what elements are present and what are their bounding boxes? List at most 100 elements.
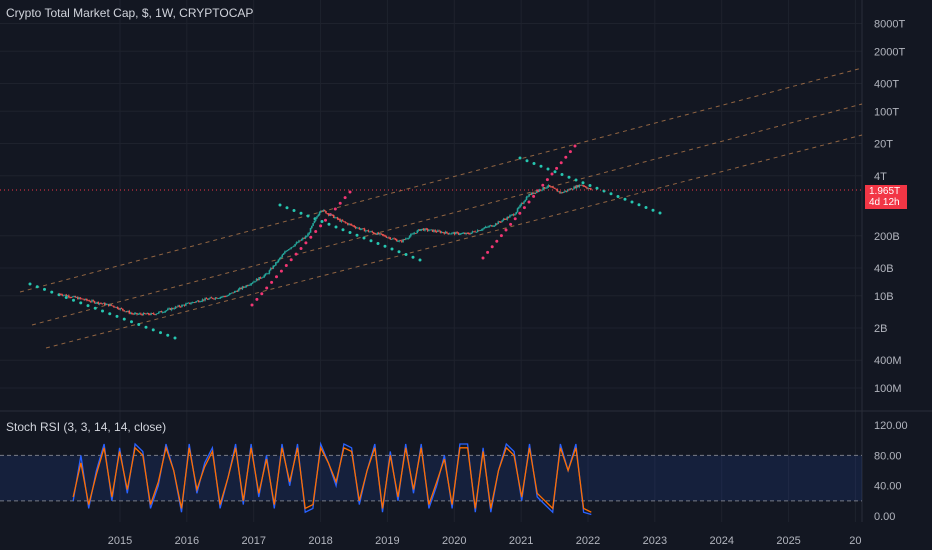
candle-body — [309, 228, 312, 233]
candle-body — [208, 298, 210, 300]
candle-body — [70, 297, 73, 299]
candle-body — [482, 228, 484, 230]
candle-body — [438, 230, 440, 232]
candle-body — [330, 214, 332, 216]
candle-body — [110, 304, 113, 306]
candle-body — [228, 293, 231, 296]
candle-body — [98, 303, 101, 305]
candle-body — [226, 295, 228, 297]
candle-body — [444, 231, 447, 234]
candle-body — [362, 228, 365, 230]
x-tick-label: 2017 — [241, 535, 265, 547]
stoch-tick-label: 120.00 — [874, 420, 908, 432]
candle-body — [253, 281, 255, 283]
candle-body — [433, 230, 435, 232]
candle-body — [230, 293, 232, 294]
trend-dot — [278, 203, 282, 207]
candle-body — [563, 191, 565, 193]
candle-body — [461, 233, 464, 235]
candle-body — [588, 188, 591, 190]
candle-body — [327, 213, 330, 216]
candle-body — [293, 246, 295, 247]
candle-body — [109, 304, 111, 307]
trend-dot — [518, 211, 522, 215]
candle-body — [552, 187, 555, 189]
candle-body — [412, 233, 415, 235]
candle-body — [317, 214, 320, 217]
price-axis[interactable]: 8000T 2000T 400T 100T 20T 4T 200B 40B 10B 2B 400M 1… — [874, 19, 905, 395]
candle-body — [149, 314, 151, 316]
trend-dot — [651, 208, 655, 212]
candle-body — [266, 273, 268, 275]
trend-dot — [285, 206, 289, 210]
trend-dot — [509, 222, 513, 226]
trend-dot — [550, 172, 554, 176]
stoch-tick-label: 80.00 — [874, 450, 902, 462]
trend-dot — [574, 178, 578, 182]
candle-body — [93, 301, 96, 304]
candle-body — [88, 300, 91, 302]
x-tick-label: 2022 — [576, 535, 600, 547]
trend-dot — [28, 282, 32, 286]
trend-dot — [527, 200, 531, 204]
y-tick-label: 400T — [874, 79, 899, 91]
trend-dot — [383, 244, 387, 248]
candle-body — [115, 306, 118, 308]
trend-dot — [260, 292, 264, 296]
candle-body — [574, 186, 577, 189]
candle-body — [555, 188, 557, 190]
candle-body — [260, 277, 263, 279]
candle-body — [254, 281, 257, 283]
candle-body — [575, 185, 578, 189]
trend-dot — [333, 207, 337, 211]
candle-body — [509, 215, 511, 218]
stoch-axis[interactable]: 120.00 80.00 40.00 0.00 — [874, 420, 908, 523]
last-price-value: 1.965T — [869, 186, 901, 197]
candle-body — [146, 313, 149, 315]
candle-body — [281, 254, 284, 257]
candle-body — [138, 313, 141, 315]
trend-dot — [35, 285, 39, 289]
candle-body — [163, 312, 165, 313]
candle-body — [107, 303, 110, 307]
candle-body — [389, 237, 392, 240]
candle-body — [554, 187, 556, 189]
candle-body — [523, 201, 525, 204]
candle-body — [173, 308, 176, 310]
candle-body — [258, 277, 260, 281]
candle-body — [325, 211, 327, 214]
candle-body — [221, 296, 223, 298]
trend-dot — [294, 252, 298, 256]
candle-body — [464, 233, 466, 235]
candle-body — [308, 232, 311, 234]
candle-body — [541, 189, 543, 191]
candle-body — [151, 313, 154, 314]
candle-body — [176, 306, 178, 308]
candle-body — [286, 250, 289, 252]
candle-body — [440, 231, 443, 233]
candle-body — [186, 303, 188, 304]
trend-dot — [418, 258, 422, 262]
candle-body — [377, 232, 380, 235]
candle-body — [394, 238, 397, 240]
trend-dot — [555, 166, 559, 170]
candle-body — [172, 308, 174, 309]
candle-body — [538, 189, 541, 192]
candle-body — [150, 313, 152, 315]
time-axis[interactable]: 2015 2016 2017 2018 2019 2020 2021 2022 2023 2024… — [108, 535, 862, 547]
candle-body — [457, 232, 460, 235]
x-tick-label: 2018 — [308, 535, 332, 547]
candle-body — [102, 302, 105, 304]
candle-body — [466, 232, 469, 234]
candle-body — [503, 219, 506, 220]
candle-body — [290, 247, 293, 249]
candle-body — [410, 234, 412, 237]
candle-body — [218, 298, 221, 299]
candle-body — [496, 223, 498, 225]
trend-dot — [545, 178, 549, 182]
candle-body — [358, 227, 361, 230]
trend-dot — [343, 196, 347, 200]
candle-body — [557, 191, 560, 193]
